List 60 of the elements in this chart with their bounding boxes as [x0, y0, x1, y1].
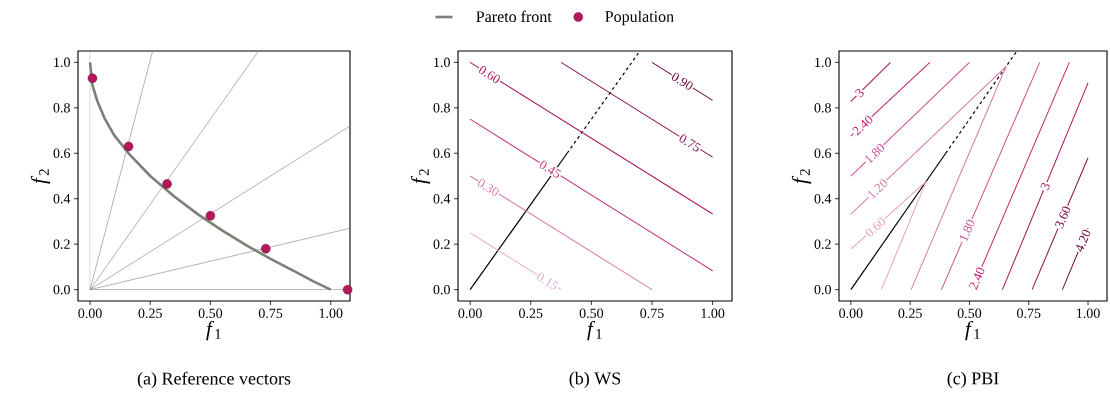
- text: 1.20: [868, 179, 888, 199]
- x-axis-title: f$_{1}$: [965, 320, 980, 341]
- y-tick-label: 0.6: [814, 148, 832, 159]
- y-tick-label: 0.0: [53, 284, 70, 295]
- x-tick-label: 0.75: [640, 308, 664, 319]
- y-tick-label: 0.8: [53, 103, 70, 113]
- x-tick-label: 0.50: [579, 308, 604, 319]
- y-tick-label: 0.2: [53, 239, 70, 249]
- text: 3.60: [1054, 206, 1071, 229]
- text: 0.90: [671, 72, 693, 90]
- y-axis-title: f$_{2}$: [30, 169, 51, 184]
- y-tick-label: 0.8: [433, 103, 450, 113]
- legend-label: Pareto front: [476, 10, 552, 23]
- text: 3: [1040, 182, 1050, 191]
- text: (a) Reference vectors: [137, 371, 291, 389]
- x-tick-label: 0.75: [1017, 308, 1041, 319]
- y-tick-label: 0.2: [814, 239, 831, 249]
- y-tick-label: 1.0: [434, 57, 450, 68]
- x-axis-title: f$_{1}$: [206, 320, 221, 341]
- y-tick-label: 0.4: [814, 193, 832, 204]
- text: 4.20: [1076, 229, 1091, 252]
- x-tick-label: 1.00: [1077, 308, 1100, 319]
- text: 3: [855, 88, 864, 98]
- text: 0.60: [479, 66, 500, 83]
- x-tick-label: 0.25: [138, 308, 162, 319]
- x-tick-label: 1.00: [701, 308, 725, 319]
- text: 2.40: [852, 115, 873, 136]
- x-tick-label: 0.00: [458, 308, 482, 319]
- legend-label: Population: [605, 10, 674, 26]
- y-axis-title: f$_{2}$: [791, 169, 812, 184]
- text: 0.75: [679, 134, 701, 152]
- x-tick-label: 0.00: [78, 308, 102, 319]
- x-tick-label: 1.00: [319, 308, 343, 319]
- x-tick-label: 0.75: [258, 308, 283, 319]
- x-axis-title: f$_{1}$: [587, 320, 602, 341]
- y-tick-label: 0.4: [53, 193, 71, 204]
- y-tick-label: 1.0: [815, 57, 831, 68]
- y-tick-label: 1.0: [54, 57, 70, 68]
- y-tick-label: 0.0: [433, 284, 450, 295]
- x-tick-label: 0.50: [198, 308, 223, 319]
- text: 0.45: [539, 160, 562, 178]
- text: 1.80: [959, 219, 975, 242]
- y-tick-label: 0.8: [814, 103, 831, 113]
- text: 2.40: [969, 267, 985, 290]
- y-tick-label: 0.0: [814, 284, 831, 295]
- y-tick-label: 0.2: [433, 239, 450, 249]
- y-tick-label: 0.6: [53, 148, 71, 159]
- y-tick-label: 0.6: [433, 148, 451, 159]
- x-tick-label: 0.50: [957, 308, 982, 319]
- y-axis-title: f$_{2}$: [410, 169, 431, 184]
- text: (c) PBI: [947, 371, 999, 389]
- x-tick-label: 0.25: [898, 308, 922, 319]
- text: 1.80: [865, 143, 885, 164]
- text: (b) WS: [569, 371, 621, 389]
- text: 0.15: [537, 272, 559, 290]
- x-tick-label: 0.00: [839, 308, 863, 319]
- y-tick-label: 0.4: [433, 193, 451, 204]
- text: 0.30: [477, 178, 499, 196]
- text: 0.60: [865, 217, 886, 237]
- x-tick-label: 0.25: [519, 308, 543, 319]
